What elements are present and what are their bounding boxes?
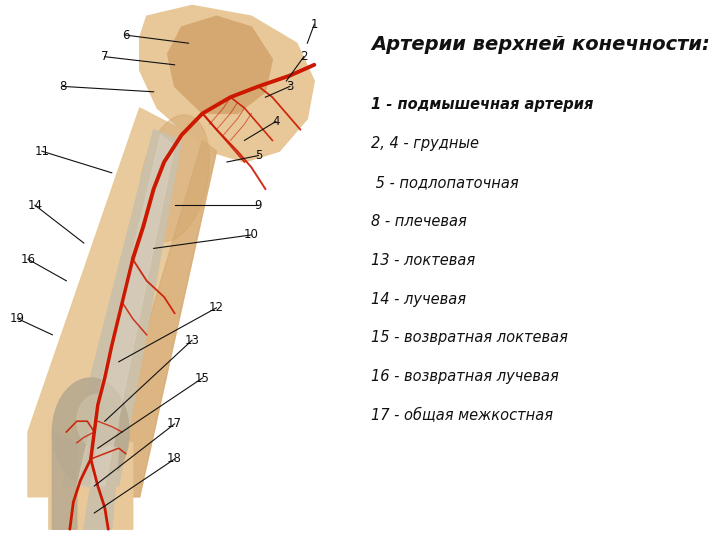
- Text: 10: 10: [244, 228, 259, 241]
- Text: 6: 6: [122, 29, 130, 42]
- Text: 2, 4 - грудные: 2, 4 - грудные: [372, 136, 480, 151]
- Ellipse shape: [53, 378, 129, 486]
- Ellipse shape: [140, 115, 210, 241]
- Polygon shape: [98, 140, 217, 497]
- Text: 17: 17: [167, 417, 182, 430]
- Text: Артерии верхней конечности:: Артерии верхней конечности:: [372, 35, 710, 54]
- Text: 3: 3: [286, 80, 294, 93]
- Ellipse shape: [77, 394, 119, 448]
- Text: 1 - подмышечная артерия: 1 - подмышечная артерия: [372, 97, 594, 112]
- Polygon shape: [49, 421, 132, 529]
- Text: 14 - лучевая: 14 - лучевая: [372, 292, 467, 307]
- Text: 5: 5: [255, 149, 262, 162]
- Text: 12: 12: [209, 301, 224, 314]
- Text: 11: 11: [35, 145, 50, 158]
- Text: 9: 9: [255, 199, 262, 212]
- Polygon shape: [28, 108, 217, 497]
- Polygon shape: [63, 130, 181, 486]
- Text: 8 - плечевая: 8 - плечевая: [372, 214, 467, 229]
- Text: 7: 7: [101, 50, 109, 63]
- Text: 15: 15: [195, 372, 210, 384]
- Text: 4: 4: [272, 115, 279, 128]
- Text: 17 - общая межкостная: 17 - общая межкостная: [372, 408, 554, 423]
- Text: 1: 1: [310, 18, 318, 31]
- Text: 16: 16: [20, 253, 35, 266]
- Polygon shape: [140, 5, 314, 162]
- Text: 2: 2: [300, 50, 307, 63]
- Polygon shape: [77, 135, 174, 486]
- Text: 13: 13: [184, 334, 199, 347]
- Text: 14: 14: [27, 199, 42, 212]
- Polygon shape: [53, 432, 77, 529]
- Text: 13 - локтевая: 13 - локтевая: [372, 253, 476, 268]
- Text: 15 - возвратная локтевая: 15 - возвратная локтевая: [372, 330, 568, 346]
- Polygon shape: [84, 443, 119, 529]
- Text: 19: 19: [10, 312, 25, 325]
- Text: 18: 18: [167, 453, 182, 465]
- Polygon shape: [168, 16, 272, 113]
- Text: 8: 8: [59, 80, 66, 93]
- Text: 5 - подлопаточная: 5 - подлопаточная: [372, 175, 519, 190]
- Text: 16 - возвратная лучевая: 16 - возвратная лучевая: [372, 369, 559, 384]
